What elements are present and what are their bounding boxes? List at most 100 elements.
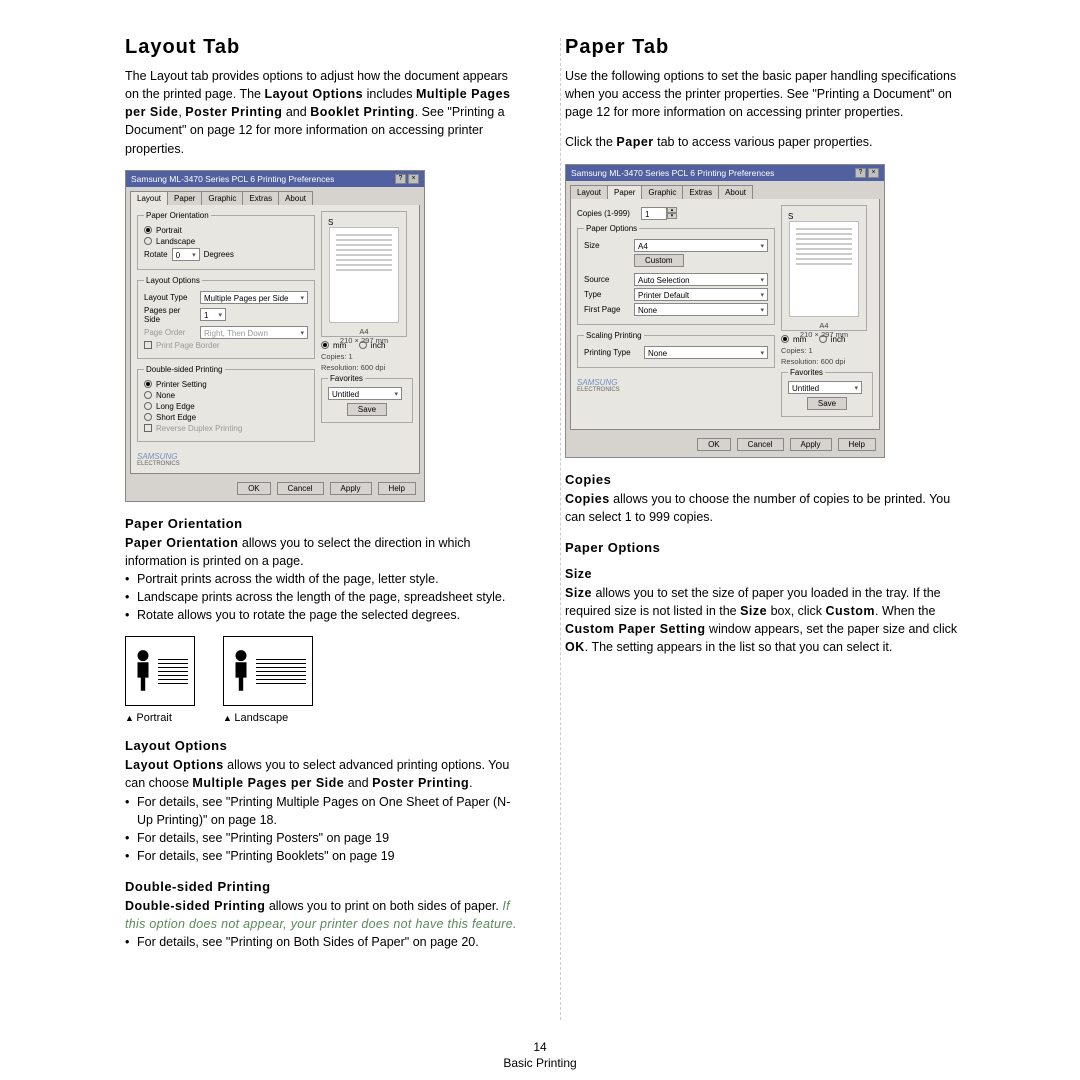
help-button[interactable]: Help — [378, 482, 416, 495]
radio-short-edge[interactable] — [144, 413, 152, 421]
close-icon[interactable]: × — [868, 168, 879, 178]
lbl: Source — [584, 275, 630, 284]
radio-long-edge[interactable] — [144, 402, 152, 410]
samsung-logo: SAMSUNGELECTRONICS — [577, 378, 620, 393]
tab-extras[interactable]: Extras — [242, 191, 279, 205]
size-select[interactable]: A4 — [634, 239, 768, 252]
legend: Favorites — [328, 374, 365, 383]
unit-mm[interactable] — [321, 341, 329, 349]
radio-portrait[interactable] — [144, 226, 152, 234]
page-preview: S A4210 × 297 mm — [781, 205, 867, 331]
save-button[interactable]: Save — [347, 403, 387, 416]
unit-inch[interactable] — [359, 341, 367, 349]
pps-select[interactable]: 1 — [200, 308, 226, 321]
help-icon[interactable]: ? — [395, 174, 406, 184]
lbl: Page Order — [144, 328, 196, 337]
tab-about[interactable]: About — [718, 185, 753, 199]
rotate-select[interactable]: 0 — [172, 248, 200, 261]
tab-layout[interactable]: Layout — [570, 185, 608, 199]
portrait-illustration — [125, 636, 195, 706]
lbl: Rotate — [144, 250, 168, 259]
favorites-select[interactable]: Untitled — [788, 381, 862, 394]
person-icon — [132, 649, 154, 693]
double-sided-group: Double-sided Printing Printer Setting No… — [137, 365, 315, 442]
paper-intro2: Click the Paper tab to access various pa… — [565, 133, 965, 151]
printing-type-select[interactable]: None — [644, 346, 768, 359]
copies-spinner[interactable]: 1 ▴▾ — [641, 207, 677, 220]
tab-paper[interactable]: Paper — [607, 185, 642, 199]
copies-info: Copies: 1 — [321, 352, 413, 361]
legend: Paper Orientation — [144, 211, 211, 220]
page-footer: 14 Basic Printing — [0, 1040, 1080, 1070]
unit-inch[interactable] — [819, 335, 827, 343]
res-info: Resolution: 600 dpi — [321, 363, 413, 372]
first-page-select[interactable]: None — [634, 303, 768, 316]
layout-options-group: Layout Options Layout TypeMultiple Pages… — [137, 276, 315, 359]
tab-graphic[interactable]: Graphic — [641, 185, 683, 199]
orientation-list: Portrait prints across the width of the … — [125, 570, 525, 624]
apply-button[interactable]: Apply — [330, 482, 372, 495]
lbl: Landscape — [156, 237, 195, 246]
window-titlebar: Samsung ML-3470 Series PCL 6 Printing Pr… — [126, 171, 424, 187]
type-select[interactable]: Printer Default — [634, 288, 768, 301]
samsung-logo: SAMSUNGELECTRONICS — [137, 452, 180, 467]
favorites-select[interactable]: Untitled — [328, 387, 402, 400]
paper-intro: Use the following options to set the bas… — [565, 67, 965, 121]
double-sided-heading: Double-sided Printing — [125, 879, 525, 894]
cancel-button[interactable]: Cancel — [277, 482, 324, 495]
legend: Paper Options — [584, 224, 639, 233]
landscape-illustration — [223, 636, 313, 706]
window-titlebar: Samsung ML-3470 Series PCL 6 Printing Pr… — [566, 165, 884, 181]
lbl: Degrees — [204, 250, 234, 259]
layout-tab-screenshot: Samsung ML-3470 Series PCL 6 Printing Pr… — [125, 170, 425, 502]
custom-button[interactable]: Custom — [634, 254, 684, 267]
save-button[interactable]: Save — [807, 397, 847, 410]
ok-button[interactable]: OK — [697, 438, 731, 451]
tabs: Layout Paper Graphic Extras About — [566, 181, 884, 199]
tab-graphic[interactable]: Graphic — [201, 191, 243, 205]
help-icon[interactable]: ? — [855, 168, 866, 178]
copies-heading: Copies — [565, 472, 965, 487]
unit-mm[interactable] — [781, 335, 789, 343]
ok-button[interactable]: OK — [237, 482, 271, 495]
cancel-button[interactable]: Cancel — [737, 438, 784, 451]
paper-options-group: Paper Options SizeA4 Custom SourceAuto S… — [577, 224, 775, 325]
tab-extras[interactable]: Extras — [682, 185, 719, 199]
paper-tab-screenshot: Samsung ML-3470 Series PCL 6 Printing Pr… — [565, 164, 885, 458]
lbl: Type — [584, 290, 630, 299]
copies-text: Copies allows you to choose the number o… — [565, 490, 965, 526]
radio-landscape[interactable] — [144, 237, 152, 245]
size-text: Size allows you to set the size of paper… — [565, 584, 965, 657]
page-order-select: Right, Then Down — [200, 326, 308, 339]
layout-type-select[interactable]: Multiple Pages per Side — [200, 291, 308, 304]
radio-none[interactable] — [144, 391, 152, 399]
tab-about[interactable]: About — [278, 191, 313, 205]
help-button[interactable]: Help — [838, 438, 876, 451]
lbl: Pages per Side — [144, 306, 196, 324]
lbl: Printing Type — [584, 348, 640, 357]
tab-paper[interactable]: Paper — [167, 191, 202, 205]
landscape-caption: Landscape — [223, 712, 313, 724]
lbl: Portrait — [156, 226, 182, 235]
paper-tab-heading: Paper Tab — [565, 36, 965, 59]
lbl: Print Page Border — [156, 341, 220, 350]
tab-layout[interactable]: Layout — [130, 191, 168, 205]
paper-options-heading: Paper Options — [565, 540, 965, 555]
lbl: Long Edge — [156, 402, 195, 411]
apply-button[interactable]: Apply — [790, 438, 832, 451]
t: Layout Options — [264, 87, 363, 101]
close-icon[interactable]: × — [408, 174, 419, 184]
double-sided-list: For details, see "Printing on Both Sides… — [125, 933, 525, 951]
portrait-caption: Portrait — [125, 712, 195, 724]
paper-orientation-heading: Paper Orientation — [125, 516, 525, 531]
layout-options-text: Layout Options allows you to select adva… — [125, 756, 525, 792]
source-select[interactable]: Auto Selection — [634, 273, 768, 286]
lbl: inch — [371, 341, 386, 350]
t: and — [282, 105, 310, 119]
legend: Scaling Printing — [584, 331, 644, 340]
page-number: 14 — [0, 1040, 1080, 1054]
lbl: Printer Setting — [156, 380, 207, 389]
lbl: Layout Type — [144, 293, 196, 302]
radio-printer-setting[interactable] — [144, 380, 152, 388]
copies-info: Copies: 1 — [781, 346, 873, 355]
